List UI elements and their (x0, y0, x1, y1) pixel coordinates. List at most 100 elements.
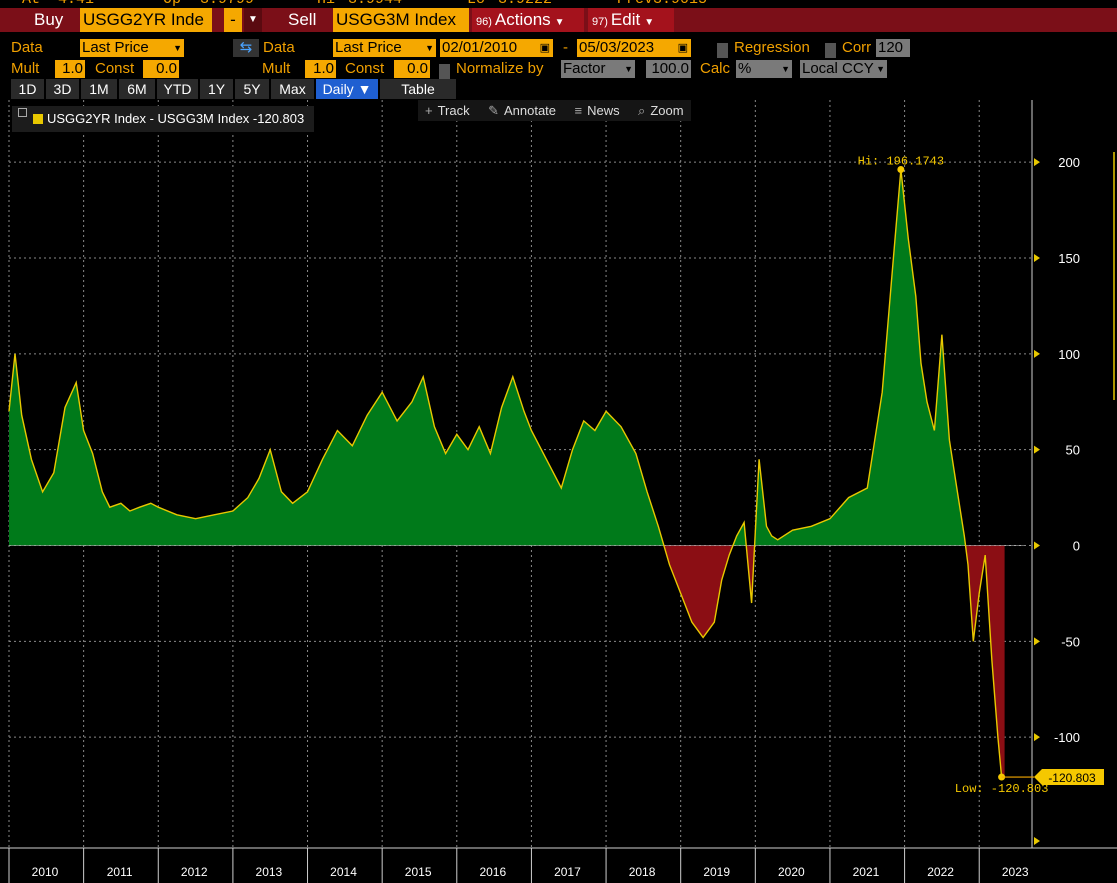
x-tick-label: 2011 (107, 865, 133, 879)
data-label: Data (11, 39, 43, 56)
regression-checkbox[interactable] (717, 43, 728, 61)
hi-label: Hi: 196.1743 (858, 154, 944, 168)
y-tick-marker (1034, 445, 1040, 454)
buy-ticker-field[interactable]: USGG2YR Inde (80, 8, 212, 32)
series-swatch (33, 114, 43, 124)
last-value-tag (1034, 769, 1104, 786)
data2-field-select[interactable]: Last Price ▼ (333, 39, 436, 57)
annotate-tool[interactable]: ✎ Annotate (488, 103, 557, 118)
period-1y[interactable]: 1Y (200, 79, 233, 99)
actions-button[interactable]: 96) Actions ▼ (472, 8, 584, 32)
buy-label: Buy (34, 10, 64, 29)
operator-chevron-icon[interactable]: ▼ (244, 8, 262, 32)
mult-settings-row: Mult 1.0 Const 0.0 Mult 1.0 Const 0.0 No… (0, 58, 1117, 82)
hi-marker (897, 165, 905, 173)
expand-icon[interactable]: + (18, 108, 27, 117)
legend-label: USGG2YR Index - USGG3M Index -120.803 (47, 111, 305, 126)
chart-legend[interactable]: + USGG2YR Index - USGG3M Index -120.803 (12, 106, 315, 132)
quote-strip-item: At (22, 0, 40, 8)
corr-checkbox[interactable] (825, 43, 836, 61)
y-tick-label: -50 (1061, 634, 1080, 649)
period-max[interactable]: Max (271, 79, 314, 99)
period-ytd[interactable]: YTD (157, 79, 198, 99)
x-tick-label: 2021 (853, 865, 880, 879)
const2-input[interactable]: 0.0 (394, 60, 430, 78)
regression-label: Regression (734, 39, 810, 56)
mult2-input[interactable]: 1.0 (305, 60, 336, 78)
x-tick-label: 2012 (181, 865, 208, 879)
period-bar: 1D 3D 1M 6M YTD 1Y 5Y Max Daily ▼ Table (0, 79, 1117, 100)
period-1d[interactable]: 1D (11, 79, 44, 99)
y-tick-marker (1034, 254, 1040, 262)
quote-strip: At 4.41 Op 3.9799 Hi 3.9944 Lo 3.9222 Prev3.9015 (0, 0, 1117, 8)
pencil-icon: ✎ (488, 103, 499, 118)
y-tick-label: 0 (1073, 539, 1080, 554)
frequency-select[interactable]: Daily ▼ (316, 79, 378, 99)
quote-strip-item: 3.9222 (498, 0, 552, 8)
track-tool[interactable]: + Track (425, 103, 470, 118)
x-axis-bg (0, 848, 1117, 883)
x-tick-label: 2017 (554, 865, 581, 879)
x-tick-label: 2019 (703, 865, 730, 879)
normalize-select[interactable]: Factor ▼ (561, 60, 635, 78)
x-tick-label: 2018 (629, 865, 656, 879)
const2-label: Const (345, 60, 385, 77)
chart-tools: + Track ✎ Annotate ≡ News ⌕ Zoom (418, 100, 691, 121)
y-tick-marker (1034, 158, 1040, 167)
quote-strip-item: Lo (467, 0, 485, 8)
quote-strip-item: 4.41 (58, 0, 94, 8)
positive-area (9, 169, 1005, 546)
normalize-label: Normalize by (456, 60, 544, 77)
y-tick-marker (1034, 733, 1040, 742)
operator-select[interactable]: - (224, 8, 242, 32)
mult-input[interactable]: 1.0 (55, 60, 85, 78)
data-field-select[interactable]: Last Price ▼ (80, 39, 184, 57)
period-3d[interactable]: 3D (46, 79, 79, 99)
y-tick-label: 150 (1058, 251, 1080, 266)
spread-toolbar: Buy USGG2YR Inde - ▼ Sell USGG3M Index 9… (0, 8, 1117, 32)
x-tick-label: 2015 (405, 865, 432, 879)
x-tick-label: 2014 (330, 865, 357, 879)
quote-strip-item: 3.9015 (653, 0, 707, 8)
series-line (8, 169, 1005, 778)
y-tick-label: -100 (1054, 730, 1080, 745)
news-tool[interactable]: ≡ News (574, 103, 620, 118)
period-6m[interactable]: 6M (119, 79, 155, 99)
calc-label: Calc (700, 60, 731, 77)
factor-input[interactable]: 100.0 (646, 60, 691, 78)
period-5y[interactable]: 5Y (235, 79, 269, 99)
date-separator: - (563, 39, 568, 56)
period-1m[interactable]: 1M (81, 79, 117, 99)
zoom-tool[interactable]: ⌕ Zoom (638, 103, 684, 118)
swap-icon[interactable]: ⇆ (233, 39, 259, 57)
quote-strip-item: Prev (617, 0, 653, 8)
corr-label: Corr (842, 39, 872, 56)
mult2-label: Mult (262, 60, 291, 77)
table-button[interactable]: Table (380, 79, 456, 99)
currency-select[interactable]: Local CCY ▼ (800, 60, 887, 78)
start-date-input[interactable]: 02/01/2010 ▣ (440, 39, 553, 57)
calc-select[interactable]: % ▼ (736, 60, 792, 78)
x-tick-label: 2020 (778, 865, 805, 879)
crosshair-icon: + (425, 103, 433, 118)
edit-button[interactable]: 97) Edit ▼ (588, 8, 674, 32)
x-tick-label: 2022 (927, 865, 954, 879)
y-tick-marker (1034, 637, 1040, 646)
normalize-checkbox[interactable] (439, 64, 450, 82)
x-tick-label: 2016 (479, 865, 506, 879)
const-input[interactable]: 0.0 (143, 60, 179, 78)
spread-chart[interactable]: 200 150 100 50 0 -50 -100 Hi: 196.1743 Low: -120… (0, 100, 1117, 883)
const-label: Const (95, 60, 135, 77)
low-label: Low: -120.803 (955, 782, 1049, 796)
y-tick-marker (1034, 837, 1040, 845)
quote-strip-item: 3.9944 (348, 0, 402, 8)
y-tick-label: 200 (1058, 155, 1080, 170)
news-icon: ≡ (574, 103, 583, 118)
end-date-input[interactable]: 05/03/2023 ▣ (577, 39, 691, 57)
x-tick-label: 2010 (32, 865, 59, 879)
quote-strip-item: Op (163, 0, 181, 8)
mult-label: Mult (11, 60, 40, 77)
y-tick-label: 100 (1058, 347, 1080, 362)
sell-ticker-field[interactable]: USGG3M Index (333, 8, 469, 32)
corr-window-input[interactable]: 120 (876, 39, 910, 57)
